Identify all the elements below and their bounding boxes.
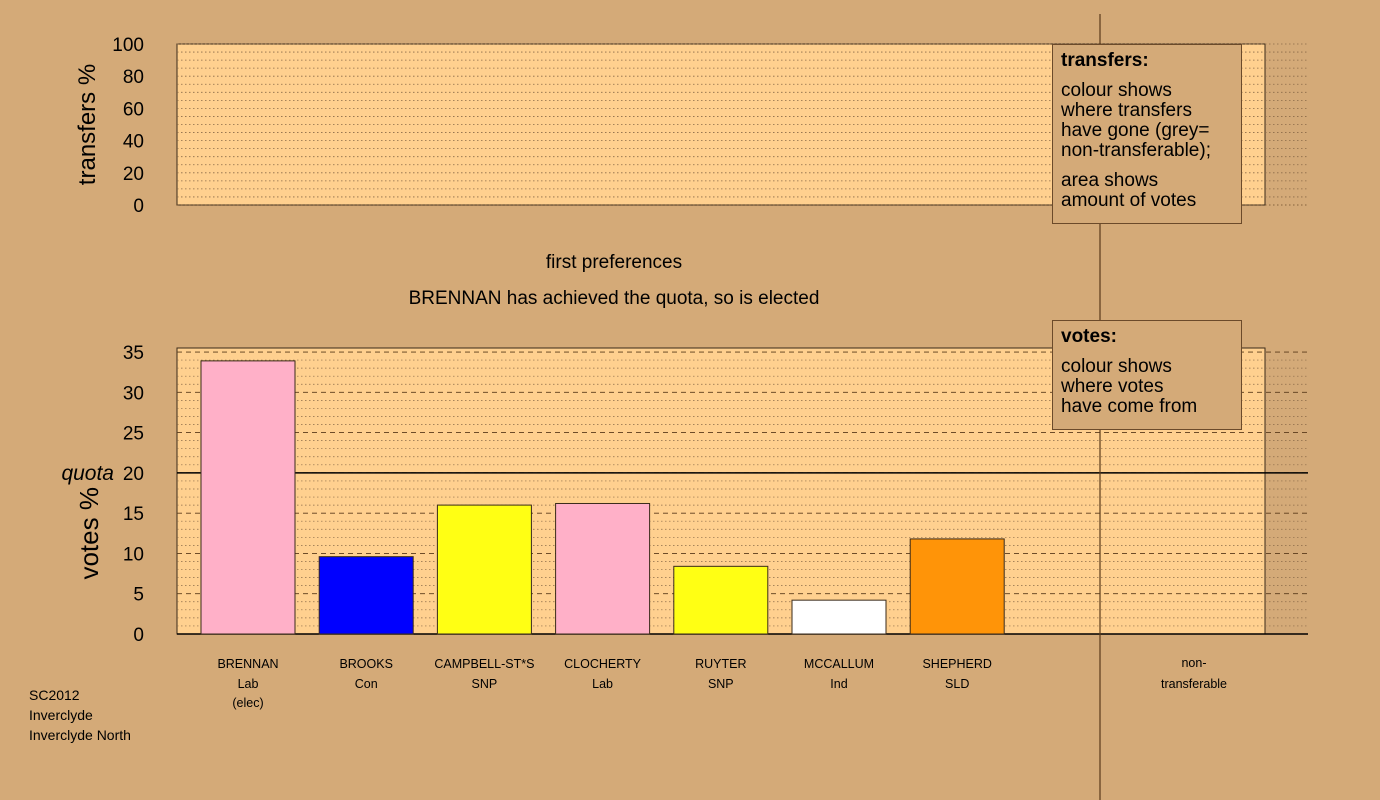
- candidate-party-label: Lab: [238, 677, 259, 691]
- quota-label: quota: [61, 462, 114, 485]
- candidate-name-label: BRENNAN: [217, 657, 278, 671]
- candidate-party-label: SNP: [472, 677, 498, 691]
- candidate-party-label: SLD: [945, 677, 969, 691]
- bar-campbell-st-s: [436, 504, 532, 635]
- votes-y-tick-label: 15: [123, 504, 144, 525]
- transfers-y-tick-label: 40: [123, 132, 144, 153]
- candidate-name-label: SHEPHERD: [922, 657, 991, 671]
- transfers-y-tick-label: 20: [123, 164, 144, 185]
- transfers-legend-colour-text: colour shows where transfers have gone (…: [1061, 80, 1211, 161]
- candidate-party-label: Con: [355, 677, 378, 691]
- votes-y-axis-label: votes %: [74, 487, 104, 580]
- votes-y-tick-label: 30: [123, 383, 144, 404]
- candidate-party-label: Ind: [830, 677, 847, 691]
- candidate-name-label: BROOKS: [339, 657, 393, 671]
- footer-ward: Inverclyde North: [29, 727, 131, 743]
- transfers-legend: transfers: colour shows where transfers …: [1052, 44, 1242, 224]
- votes-y-tick-label: 35: [123, 343, 144, 364]
- bar-shepherd: [909, 538, 1005, 635]
- votes-legend-colour-text: colour shows where votes have come from: [1061, 356, 1198, 417]
- chart-subtitle: BRENNAN has achieved the quota, so is el…: [409, 288, 820, 309]
- chart-title: first preferences: [546, 252, 682, 273]
- votes-y-tick-label: 10: [123, 544, 144, 565]
- transfers-y-axis-label: transfers %: [74, 64, 101, 185]
- election-footer: SC2012 Inverclyde Inverclyde North: [29, 685, 131, 745]
- footer-council: Inverclyde: [29, 707, 93, 723]
- bar-brennan: [200, 360, 296, 635]
- candidate-status-label: (elec): [232, 696, 263, 710]
- bar-mccallum: [791, 599, 887, 635]
- votes-legend: votes: colour shows where votes have com…: [1052, 320, 1242, 430]
- transfers-legend-area-text: area shows amount of votes: [1061, 170, 1197, 211]
- bar-clocherty: [555, 502, 651, 635]
- votes-y-tick-label: 20: [123, 464, 144, 485]
- transfers-y-tick-label: 0: [133, 196, 144, 217]
- candidate-party-label: SNP: [708, 677, 734, 691]
- transfers-y-tick-label: 60: [123, 99, 144, 120]
- candidate-party-label: Lab: [592, 677, 613, 691]
- votes-y-tick-label: 0: [133, 625, 144, 646]
- votes-y-tick-label: 5: [133, 585, 144, 606]
- transfers-legend-title: transfers:: [1061, 50, 1149, 71]
- non-transferable-label-line1: non-: [1181, 656, 1206, 670]
- transfers-y-tick-label: 80: [123, 67, 144, 88]
- bar-ruyter: [673, 565, 769, 635]
- non-transferable-label-line2: transferable: [1161, 677, 1227, 691]
- candidate-name-label: RUYTER: [695, 657, 746, 671]
- candidate-name-label: CAMPBELL-ST*S: [434, 657, 534, 671]
- candidate-name-label: MCCALLUM: [804, 657, 874, 671]
- candidate-name-label: CLOCHERTY: [564, 657, 642, 671]
- transfers-y-tick-label: 100: [112, 35, 144, 56]
- votes-legend-title: votes:: [1061, 326, 1117, 347]
- votes-y-tick-label: 25: [123, 424, 144, 445]
- footer-election: SC2012: [29, 687, 80, 703]
- bar-brooks: [318, 556, 414, 635]
